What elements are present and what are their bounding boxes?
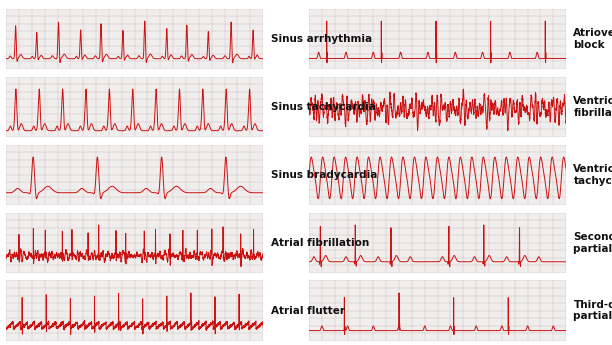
Text: Ventricular
tachycardia: Ventricular tachycardia [573, 164, 612, 186]
Text: Sinus arrhythmia: Sinus arrhythmia [271, 34, 371, 44]
Text: Atrial fibrillation: Atrial fibrillation [271, 238, 369, 248]
Text: Sinus tachycardia: Sinus tachycardia [271, 102, 375, 112]
Text: Sinus bradycardia: Sinus bradycardia [271, 170, 377, 180]
Text: Ventricular
fibrillation: Ventricular fibrillation [573, 96, 612, 118]
Text: Second-degree
partial block: Second-degree partial block [573, 232, 612, 254]
Text: Atrioventricular
block: Atrioventricular block [573, 28, 612, 50]
Text: Third-degree
partial block: Third-degree partial block [573, 300, 612, 322]
Text: Atrial flutter: Atrial flutter [271, 306, 345, 316]
